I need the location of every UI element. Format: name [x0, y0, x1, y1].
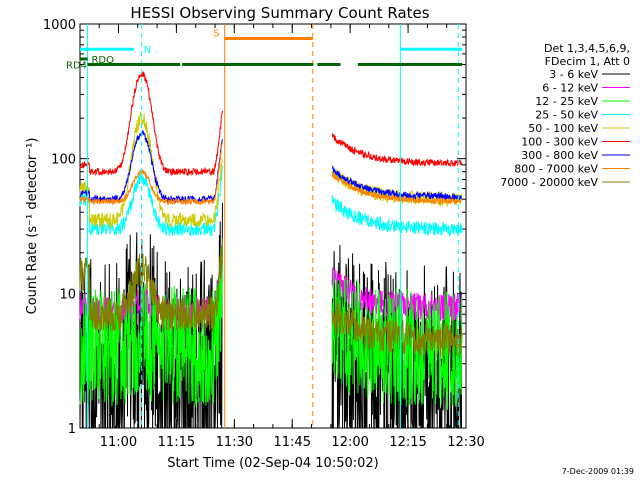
chart-title: HESSI Observing Summary Count Rates [130, 4, 429, 22]
series-line [331, 299, 463, 357]
x-tick-label: 12:00 [331, 435, 368, 450]
series-line [331, 194, 463, 237]
y-tick-label: 100 [51, 153, 76, 168]
series-line [79, 165, 223, 237]
x-axis-label: Start Time (02-Sep-04 10:50:02) [167, 456, 378, 471]
series-line [331, 270, 463, 410]
series-line [79, 247, 223, 408]
series-line [79, 237, 223, 332]
series-line [79, 71, 223, 177]
series-line [79, 130, 223, 204]
x-tick-label: 11:30 [216, 435, 253, 450]
legend-entry-label: 12 - 25 keV [535, 95, 598, 108]
plot-area [79, 23, 467, 430]
series-line [331, 172, 463, 206]
series-line [331, 165, 463, 202]
legend-entry-label: 300 - 800 keV [521, 149, 598, 162]
y-tick-label: 1 [68, 422, 76, 437]
legend-entry-label: 800 - 7000 keV [514, 163, 598, 176]
legend-entry-label: 7000 - 20000 keV [500, 176, 598, 189]
y-tick-label: 1000 [43, 18, 76, 33]
legend-header: Det 1,3,4,5,6,9, [544, 42, 630, 55]
flag-label: S [213, 29, 219, 40]
y-tick-label: 10 [59, 287, 76, 302]
legend-entry-label: 100 - 300 keV [521, 136, 598, 149]
flag-label: RDO [91, 55, 114, 66]
legend: Det 1,3,4,5,6,9,FDecim 1, Att 03 - 6 keV… [500, 42, 630, 189]
legend-entry-label: 3 - 6 keV [549, 68, 598, 81]
series-line [79, 110, 223, 229]
flag-label: N [144, 45, 151, 56]
series-line [79, 141, 223, 206]
flag-label: RD4 [66, 61, 87, 72]
x-tick-label: 12:15 [389, 435, 426, 450]
series-line [331, 132, 463, 168]
x-tick-label: 11:00 [100, 435, 137, 450]
series-line [331, 245, 462, 430]
legend-entry-label: 50 - 100 keV [528, 122, 598, 135]
footer-timestamp: 7-Dec-2009 01:39 [562, 467, 634, 476]
legend-entry-label: 6 - 12 keV [542, 82, 598, 95]
legend-header: FDecim 1, Att 0 [545, 55, 630, 68]
x-tick-label: 11:45 [274, 435, 311, 450]
legend-entry-label: 25 - 50 keV [535, 109, 598, 122]
x-tick-label: 11:15 [158, 435, 195, 450]
x-tick-label: 12:30 [447, 435, 484, 450]
y-axis-label: Count Rate (s⁻¹ detector⁻¹) [25, 138, 40, 315]
